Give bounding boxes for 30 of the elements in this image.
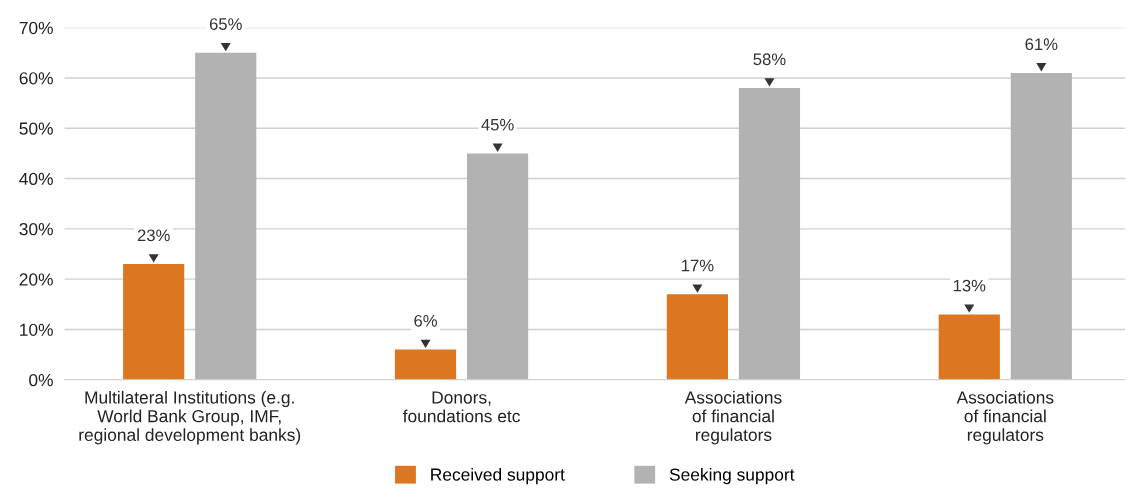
data-label: 61% bbox=[1025, 38, 1058, 51]
data-label: 17% bbox=[682, 259, 714, 272]
bar bbox=[467, 153, 529, 380]
data-label: 6% bbox=[414, 314, 437, 327]
legend-label: Received support bbox=[431, 467, 565, 485]
y-tick-label: 30% bbox=[19, 223, 53, 236]
data-label: 13% bbox=[953, 279, 986, 292]
data-label: 23% bbox=[137, 229, 170, 242]
bar bbox=[195, 52, 257, 380]
data-label: 45% bbox=[481, 118, 514, 131]
y-tick-label: 40% bbox=[19, 172, 53, 186]
x-tick-label: Multilateral Institutions (e.g. World Bank Group, IMF, regional development banks) bbox=[79, 390, 301, 445]
bar bbox=[123, 264, 185, 380]
bar bbox=[394, 349, 457, 380]
bar bbox=[738, 88, 801, 380]
y-tick-label: 60% bbox=[19, 72, 53, 85]
x-tick-label: Associations of financial regulators bbox=[684, 390, 782, 445]
bar bbox=[938, 314, 1000, 380]
y-tick-label: 70% bbox=[19, 21, 53, 35]
y-tick-label: 10% bbox=[20, 323, 53, 336]
x-tick-label: Donors, foundations etc bbox=[402, 391, 520, 423]
y-tick-label: 0% bbox=[29, 373, 53, 387]
y-tick-label: 20% bbox=[19, 273, 53, 286]
legend-label: Seeking support bbox=[669, 467, 795, 485]
bar bbox=[666, 294, 728, 380]
data-label: 58% bbox=[753, 53, 786, 66]
bar bbox=[1010, 72, 1072, 380]
y-tick-label: 50% bbox=[19, 122, 53, 135]
x-tick-label: Associations of financial regulators bbox=[956, 390, 1054, 445]
data-label: 65% bbox=[209, 18, 242, 30]
